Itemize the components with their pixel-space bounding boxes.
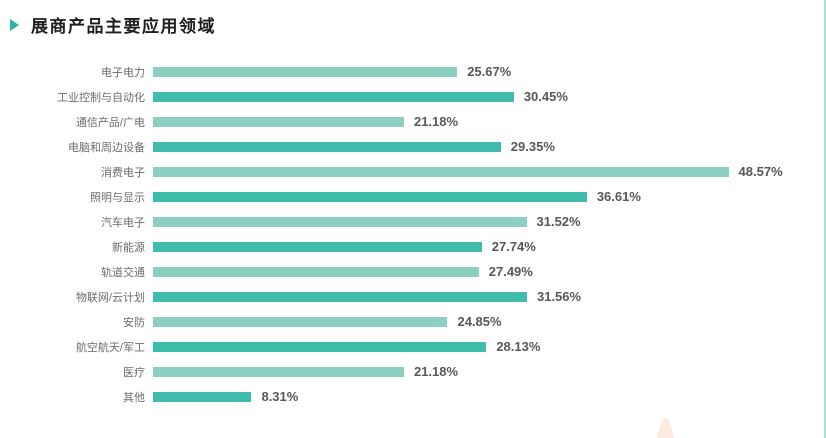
category-label: 物联网/云计划 [75,291,145,304]
title-marker-icon [10,18,19,31]
value-label: 21.18% [413,364,459,379]
bar [153,91,514,102]
bar [153,391,252,402]
bar [153,266,479,277]
bar [153,191,587,202]
chart-title-block: 展商产品主要应用领域 [10,12,216,37]
value-label: 48.57% [738,164,783,179]
chart-row: 航空航天/军工 28.13% [0,334,810,359]
chart-title: 展商产品主要应用领域 [31,17,216,36]
chart-row: 通信产品/广电 21.18% [0,109,810,134]
category-label: 其他 [123,391,145,404]
value-label: 25.67% [467,64,512,79]
bar [153,291,527,302]
value-label: 27.49% [488,264,533,279]
bar [153,316,448,327]
bar-chart: 电子电力 25.67% 工业控制与自动化 30.45% 通信产品/广电 21.18% 电脑和… [0,59,810,409]
value-label: 30.45% [523,89,568,104]
category-label: 工业控制与自动化 [57,91,145,104]
value-label: 27.74% [491,239,536,254]
value-label: 21.18% [413,114,459,129]
bottom-decoration-shape [656,418,675,438]
category-label: 医疗 [123,366,145,379]
category-label: 航空航天/军工 [75,341,145,354]
category-label: 照明与显示 [90,191,145,204]
chart-row: 工业控制与自动化 30.45% [0,84,810,109]
value-label: 28.13% [496,339,541,354]
value-label: 36.61% [596,189,641,204]
value-label: 31.56% [536,289,582,304]
value-label: 8.31% [261,389,299,404]
chart-row: 其他 8.31% [0,384,810,409]
value-label: 31.52% [536,214,581,229]
chart-row: 物联网/云计划 31.56% [0,284,810,309]
bar [153,166,729,177]
chart-row: 照明与显示 36.61% [0,184,810,209]
category-label: 电子电力 [101,66,145,79]
chart-row: 汽车电子 31.52% [0,209,810,234]
chart-row: 消费电子 48.57% [0,159,810,184]
category-label: 安防 [123,316,145,329]
bar [153,366,404,377]
chart-row: 电脑和周边设备 29.35% [0,134,810,159]
chart-row: 医疗 21.18% [0,359,810,384]
bar [153,116,404,127]
category-label: 汽车电子 [101,216,145,229]
category-label: 消费电子 [101,166,145,179]
chart-row: 安防 24.85% [0,309,810,334]
category-label: 新能源 [112,241,145,254]
page-edge-accent-line [824,0,826,438]
value-label: 29.35% [510,139,555,154]
category-label: 轨道交通 [101,266,145,279]
bar [153,341,487,352]
category-label: 电脑和周边设备 [68,141,145,154]
chart-row: 新能源 27.74% [0,234,810,259]
bar [153,66,458,77]
bar [153,216,527,227]
value-label: 24.85% [457,314,502,329]
category-label: 通信产品/广电 [75,116,145,129]
chart-row: 电子电力 25.67% [0,59,810,84]
bar [153,241,482,252]
bar [153,141,501,152]
chart-row: 轨道交通 27.49% [0,259,810,284]
